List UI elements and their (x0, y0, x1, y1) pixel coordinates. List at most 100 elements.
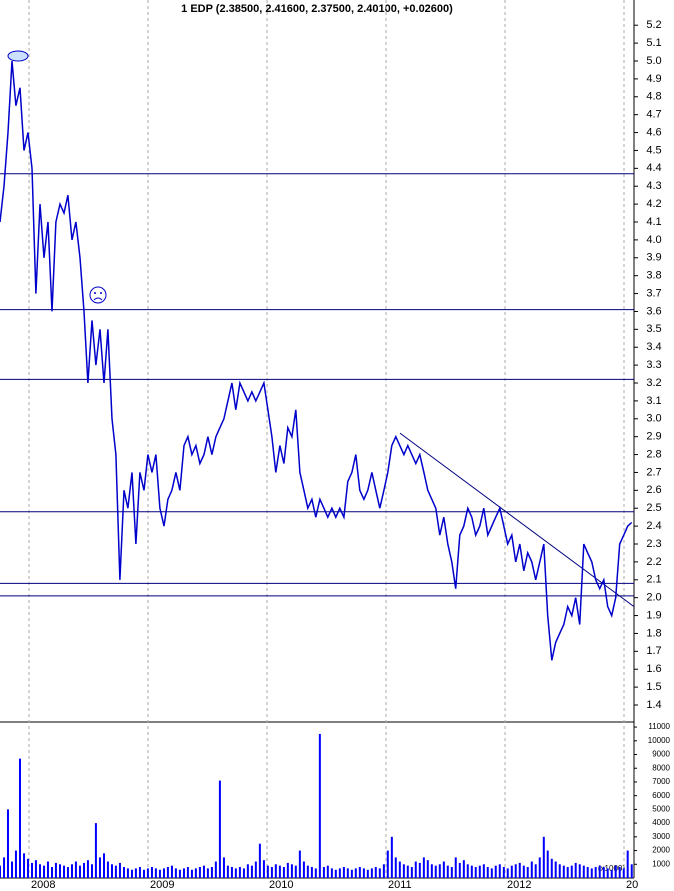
volume-bar (106, 861, 109, 878)
y-tick-label: 4.5 (646, 144, 661, 156)
y-tick-label: 1.6 (646, 663, 661, 675)
volume-bar (454, 857, 457, 878)
volume-bar (302, 861, 305, 878)
volume-bar (3, 857, 6, 878)
y-tick-label: 4.6 (646, 126, 661, 138)
volume-bar (118, 862, 121, 878)
volume-bar (554, 861, 557, 878)
volume-bar (326, 865, 329, 878)
face (89, 286, 107, 304)
y2-tick-label: 10000 (648, 736, 671, 745)
volume-bar (458, 862, 461, 878)
y2-tick-label: 2000 (652, 846, 670, 855)
volume-bar (74, 861, 77, 878)
volume-bar (350, 869, 353, 878)
volume-bar (610, 869, 613, 878)
y-tick-label: 3.9 (646, 252, 661, 264)
volume-bar (250, 865, 253, 878)
volume-bar (522, 865, 525, 878)
volume-bar (378, 868, 381, 878)
y-tick-label: 4.1 (646, 216, 661, 228)
volume-bar (78, 865, 81, 878)
volume-bar (402, 864, 405, 878)
volume-bar (586, 867, 589, 878)
volume-bar (426, 860, 429, 878)
volume-bar (18, 758, 21, 878)
volume-bar (466, 864, 469, 878)
volume-bar (142, 869, 145, 878)
volume-bar (258, 843, 261, 878)
y-tick-label: 1.5 (646, 681, 661, 693)
y-tick-label: 4.8 (646, 91, 661, 103)
volume-bar (210, 867, 213, 878)
eye (94, 292, 96, 294)
volume-bar (310, 867, 313, 878)
x-tick-label: 2012 (507, 879, 531, 891)
volume-bar (98, 857, 101, 878)
volume-bar (0, 865, 1, 878)
y-tick-label: 3.4 (646, 341, 661, 353)
mouth (93, 297, 103, 301)
volume-bar (418, 862, 421, 878)
volume-bar (198, 867, 201, 878)
volume-bar (398, 861, 401, 878)
y2-tick-label: 7000 (652, 777, 670, 786)
y2-tick-label: 3000 (652, 832, 670, 841)
volume-bar (306, 865, 309, 878)
volume-bar (590, 868, 593, 878)
volume-bar (206, 868, 209, 878)
y-tick-label: 4.0 (646, 234, 661, 246)
volume-bar (70, 864, 73, 878)
volume-bar (626, 850, 629, 878)
volume-bar (338, 868, 341, 878)
price-line (0, 60, 633, 661)
y-tick-label: 1.9 (646, 609, 661, 621)
x-tick-label: 2009 (150, 879, 174, 891)
volume-bar (90, 864, 93, 878)
volume-bar (446, 865, 449, 878)
volume-bar (234, 868, 237, 878)
volume-bar (574, 862, 577, 878)
volume-bar (274, 864, 277, 878)
sad-icon (89, 286, 107, 304)
volume-bar (86, 860, 89, 878)
volume-bar (162, 868, 165, 878)
volume-bar (562, 865, 565, 878)
volume-bar (83, 862, 86, 878)
volume-bar (314, 868, 317, 878)
volume-bar (470, 865, 473, 878)
volume-bar (546, 850, 549, 878)
volume-bar (186, 867, 189, 878)
volume-bar (606, 868, 609, 878)
volume-bar (538, 857, 541, 878)
volume-bar (410, 867, 413, 878)
volume-bar (414, 861, 417, 878)
y-tick-label: 2.5 (646, 502, 661, 514)
volume-bar (230, 867, 233, 878)
y-tick-label: 3.0 (646, 413, 661, 425)
volume-bar (51, 867, 54, 878)
volume-bar (238, 867, 241, 878)
volume-bar (530, 861, 533, 878)
volume-bar (266, 865, 269, 878)
volume-bar (594, 867, 597, 878)
y-tick-label: 4.4 (646, 162, 661, 174)
volume-bar (114, 865, 117, 878)
x-tick-label: 2010 (269, 879, 293, 891)
volume-bar (558, 864, 561, 878)
y-tick-label: 1.7 (646, 645, 661, 657)
y-tick-label: 2.4 (646, 520, 661, 532)
y-tick-label: 4.7 (646, 109, 661, 121)
volume-bar (358, 867, 361, 878)
volume-bar (518, 862, 521, 878)
y-tick-label: 2.7 (646, 466, 661, 478)
volume-bar (94, 823, 97, 878)
y2-tick-label: 4000 (652, 818, 670, 827)
volume-bar (34, 860, 37, 878)
volume-bar (298, 850, 301, 878)
volume-bar (498, 864, 501, 878)
y-tick-label: 2.9 (646, 431, 661, 443)
volume-bar (130, 869, 133, 878)
volume-bar (202, 865, 205, 878)
volume-bar (150, 867, 153, 878)
